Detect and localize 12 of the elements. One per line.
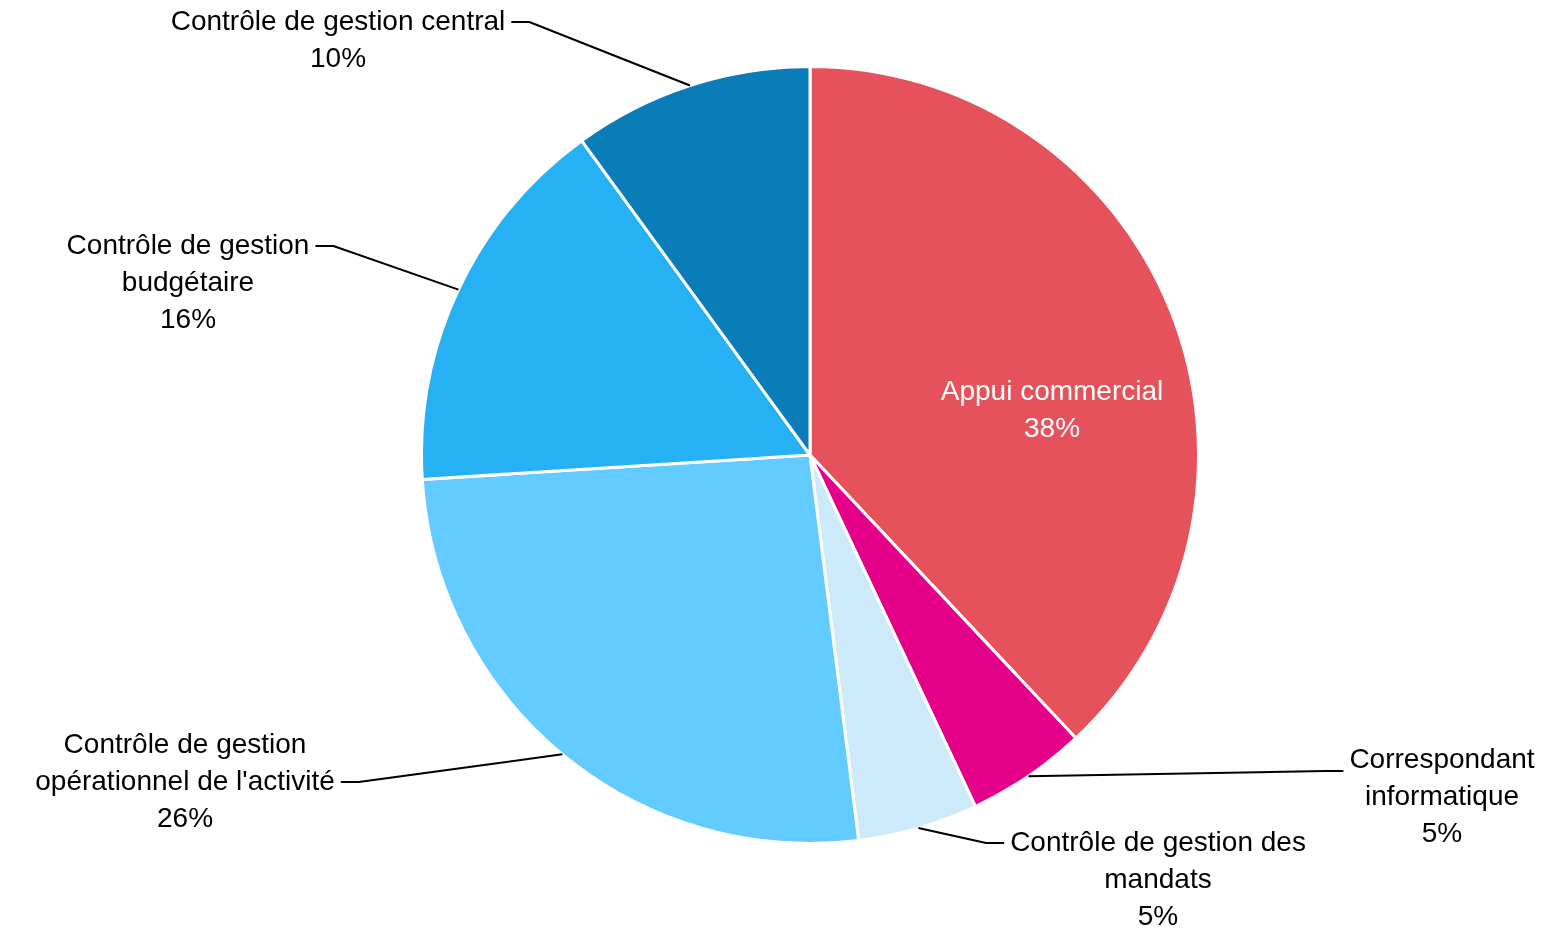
data-label: 38%: [1023, 411, 1081, 443]
slice-label: Contrôle de gestion opérationnel de l'activité: [35, 727, 335, 796]
data-label: 26%: [156, 801, 214, 833]
slice-label: Correspondant informatique: [1349, 742, 1535, 811]
data-label: 10%: [309, 41, 367, 73]
slice-label: Contrôle de gestion budgétaire: [66, 228, 310, 297]
slice-label: Contrôle de gestion central: [170, 4, 506, 36]
slice-label: Appui commercial: [940, 374, 1164, 406]
slice-label: Contrôle de gestion des mandats: [1010, 825, 1306, 894]
data-label: 5%: [1137, 899, 1179, 929]
data-label: 5%: [1421, 816, 1463, 848]
data-label: 16%: [159, 302, 217, 334]
